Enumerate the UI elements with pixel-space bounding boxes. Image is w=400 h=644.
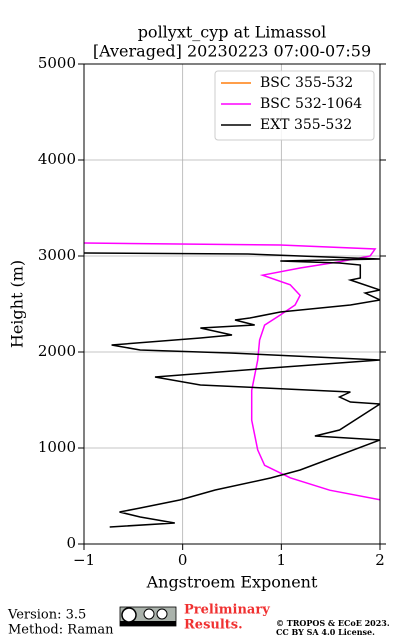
legend-box (214, 70, 375, 141)
plot-area (84, 242, 380, 528)
x-tick-label: −1 (73, 551, 95, 569)
legend: BSC 355-532 BSC 532-1064 EXT 355-532 (214, 70, 375, 141)
plot-frame (83, 63, 381, 545)
preliminary: Preliminary (184, 603, 270, 618)
y-tick-label: 3000 (38, 246, 76, 264)
y-axis-label: Height (m) (8, 260, 27, 348)
footer: Version: 3.5 Method: Raman Preliminary R… (7, 603, 390, 638)
x-tick-label: 2 (375, 551, 385, 569)
cc-badge (119, 606, 177, 627)
x-axis-label: Angstroem Exponent (146, 573, 318, 592)
data-line (84, 252, 380, 528)
legend-label: BSC 355-532 (260, 75, 353, 91)
x-tick-label: 1 (277, 551, 287, 569)
y-tick-label: 4000 (38, 150, 76, 168)
y-tick-label: 0 (66, 534, 76, 552)
y-tick-label: 1000 (38, 438, 76, 456)
x-tick-label: 0 (178, 551, 188, 569)
legend-label: BSC 532-1064 (260, 96, 362, 112)
y-tick-label: 5000 (38, 54, 76, 72)
legend-label: EXT 355-532 (260, 117, 352, 133)
method: Method: Raman (8, 623, 114, 638)
copyright: © TROPOS & ECoE 2023. (276, 618, 390, 628)
y-tick-label: 2000 (38, 342, 76, 360)
chart-title: pollyxt_cyp at Limassol (138, 23, 327, 42)
chart-subtitle: [Averaged] 20230223 07:00-07:59 (93, 42, 371, 61)
license: CC BY SA 4.0 License. (276, 627, 375, 637)
preliminary: Results. (184, 618, 243, 633)
version: Version: 3.5 (7, 608, 86, 623)
